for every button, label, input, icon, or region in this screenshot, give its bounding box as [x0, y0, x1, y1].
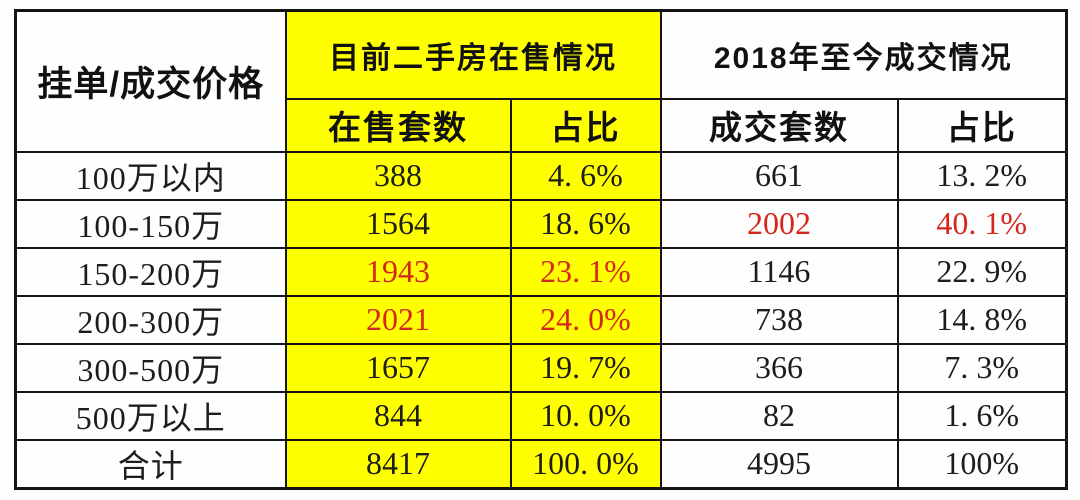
row-label: 100-150万 — [14, 198, 287, 249]
listing-vs-sold-price-table: 挂单/成交价格 目前二手房在售情况 2018年至今成交情况 在售套数 占比 成交… — [14, 9, 1068, 490]
sub-header-listed-share: 占比 — [509, 97, 662, 153]
cell-sold-count: 82 — [659, 390, 899, 441]
cell-sold-count: 366 — [659, 342, 899, 393]
cell-sold-count: 1146 — [659, 246, 899, 297]
row-label: 300-500万 — [14, 342, 287, 393]
cell-sold-count: 2002 — [659, 198, 899, 249]
table-row: 300-500万 1657 19. 7% 366 7. 3% — [14, 342, 1068, 393]
cell-sold-share: 40. 1% — [896, 198, 1068, 249]
cell-sold-share: 14. 8% — [896, 294, 1068, 345]
table-row: 100万以内 388 4. 6% 661 13. 2% — [14, 150, 1068, 201]
cell-listed-count: 388 — [284, 150, 512, 201]
row-label: 合计 — [14, 438, 287, 489]
cell-sold-share: 22. 9% — [896, 246, 1068, 297]
cell-sold-count: 738 — [659, 294, 899, 345]
cell-listed-count: 1564 — [284, 198, 512, 249]
table-row: 200-300万 2021 24. 0% 738 14. 8% — [14, 294, 1068, 345]
table-row: 500万以上 844 10. 0% 82 1. 6% — [14, 390, 1068, 441]
row-label: 150-200万 — [14, 246, 287, 297]
cell-sold-count: 661 — [659, 150, 899, 201]
cell-sold-share: 7. 3% — [896, 342, 1068, 393]
cell-listed-share: 23. 1% — [509, 246, 662, 297]
row-label: 200-300万 — [14, 294, 287, 345]
cell-listed-share: 10. 0% — [509, 390, 662, 441]
cell-listed-count: 8417 — [284, 438, 512, 489]
table-row: 150-200万 1943 23. 1% 1146 22. 9% — [14, 246, 1068, 297]
cell-listed-share: 24. 0% — [509, 294, 662, 345]
sub-header-row: 在售套数 占比 成交套数 占比 — [16, 97, 1068, 153]
cell-listed-count: 2021 — [284, 294, 512, 345]
corner-header: 挂单/成交价格 — [14, 9, 287, 153]
table-row: 100-150万 1564 18. 6% 2002 40. 1% — [14, 198, 1068, 249]
sub-header-sold-count: 成交套数 — [659, 97, 899, 153]
cell-listed-count: 1657 — [284, 342, 512, 393]
sub-header-listed-count: 在售套数 — [284, 97, 512, 153]
cell-listed-share: 19. 7% — [509, 342, 662, 393]
row-label: 100万以内 — [14, 150, 287, 201]
cell-sold-share: 13. 2% — [896, 150, 1068, 201]
table-row-total: 合计 8417 100. 0% 4995 100% — [14, 438, 1068, 489]
cell-sold-share: 100% — [896, 438, 1068, 489]
group-header-sold: 2018年至今成交情况 — [659, 9, 1068, 100]
group-header-listed: 目前二手房在售情况 — [284, 9, 662, 100]
cell-listed-share: 18. 6% — [509, 198, 662, 249]
sub-header-sold-share: 占比 — [896, 97, 1068, 153]
cell-listed-share: 4. 6% — [509, 150, 662, 201]
cell-sold-share: 1. 6% — [896, 390, 1068, 441]
cell-listed-share: 100. 0% — [509, 438, 662, 489]
cell-sold-count: 4995 — [659, 438, 899, 489]
group-header-row: 挂单/成交价格 目前二手房在售情况 2018年至今成交情况 — [14, 9, 1068, 153]
cell-listed-count: 844 — [284, 390, 512, 441]
row-label: 500万以上 — [14, 390, 287, 441]
cell-listed-count: 1943 — [284, 246, 512, 297]
